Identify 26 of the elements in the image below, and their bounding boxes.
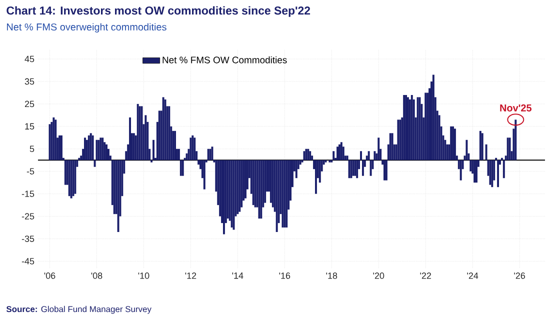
x-tick-label: '20: [373, 272, 384, 279]
chart-title: Chart 14: Investors most OW commodities since Sep'22: [6, 6, 310, 17]
y-tick-label: 45: [24, 56, 34, 62]
annotation: Nov'25: [500, 104, 532, 112]
x-tick-label: '08: [91, 272, 102, 279]
y-tick-label: 35: [24, 78, 34, 85]
y-tick-label: 25: [24, 100, 34, 108]
y-tick-label: -45: [22, 258, 34, 264]
x-tick-label: '16: [279, 272, 290, 279]
chart-subtitle: Net % FMS overweight commodities: [7, 23, 166, 32]
text: Source: Global Fund Manager Survey: [6, 306, 152, 314]
x-tick-label: '18: [326, 272, 338, 279]
x-tick-label: '10: [138, 272, 150, 279]
x-tick-label: '14: [232, 272, 244, 279]
y-tick-label: -25: [22, 213, 34, 220]
x-tick-label: '26: [514, 272, 526, 279]
y-tick-label: 15: [25, 123, 34, 130]
y-tick-label: 5: [30, 146, 34, 152]
y-tick-label: -5: [26, 168, 34, 174]
x-tick-label: '24: [467, 272, 478, 279]
y-tick-label: -15: [22, 190, 34, 197]
legend-label: Net % FMS OW Commodities: [162, 56, 287, 64]
x-tick-label: '12: [185, 272, 196, 279]
x-tick-label: '06: [44, 272, 56, 279]
y-tick-label: -35: [22, 236, 34, 242]
x-tick-label: '22: [420, 272, 431, 279]
